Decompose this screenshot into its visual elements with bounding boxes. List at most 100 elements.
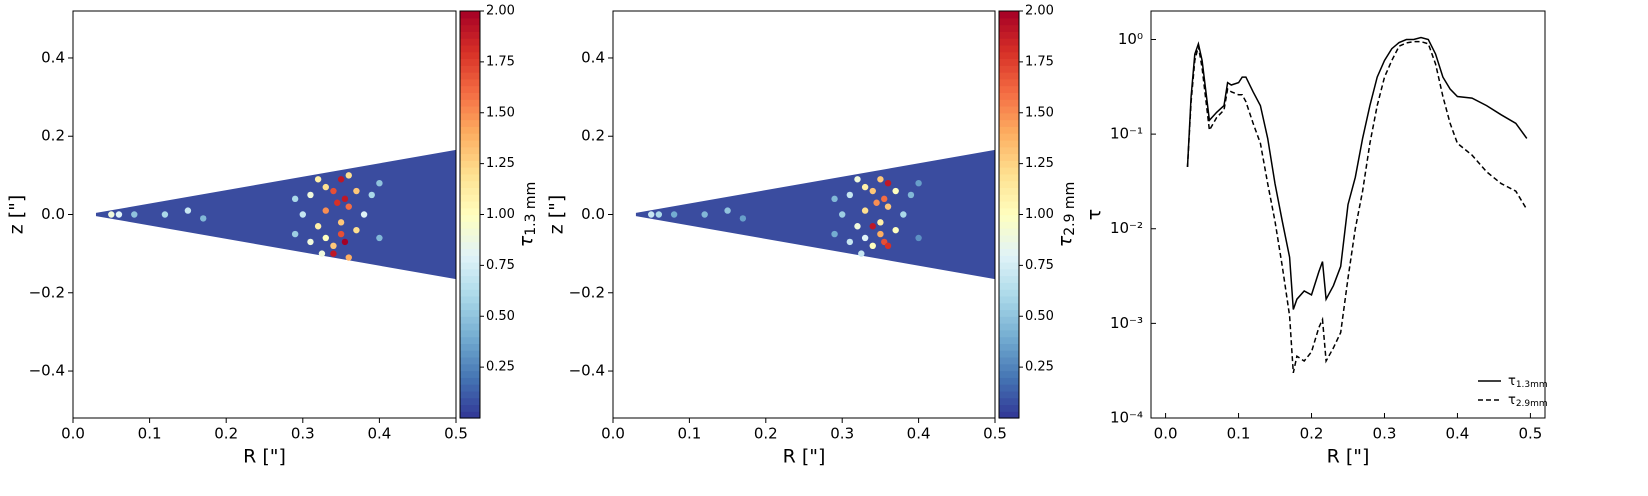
y-axis-label: z ["] xyxy=(6,195,28,235)
point xyxy=(330,187,337,195)
colorbar-step xyxy=(999,160,1019,168)
colorbar-step xyxy=(999,295,1019,304)
colorbar-step xyxy=(460,207,480,216)
colorbar-tick-label: 1.50 xyxy=(1025,105,1054,120)
point xyxy=(337,219,345,226)
y-tick-label: 0.4 xyxy=(581,48,605,66)
legend-sub: 1.3mm xyxy=(1516,380,1548,390)
colorbar-step xyxy=(999,370,1019,378)
disk-backdrop xyxy=(95,149,456,280)
point xyxy=(299,211,306,218)
point xyxy=(877,219,884,226)
point xyxy=(376,234,383,242)
colorbar-step xyxy=(999,350,1019,358)
point xyxy=(307,191,314,199)
colorbar-step xyxy=(460,390,480,399)
colorbar-step xyxy=(460,316,480,324)
point xyxy=(318,250,326,257)
x-tick-label: 0.2 xyxy=(214,425,238,443)
colorbar-step xyxy=(460,363,480,372)
colorbar-tick-label: 1.25 xyxy=(1025,156,1054,171)
colorbar-step xyxy=(460,72,480,80)
y-tick-label: 10⁰ xyxy=(1118,30,1143,48)
colorbar-step xyxy=(999,105,1019,114)
point xyxy=(831,195,838,203)
x-tick-label: 0.5 xyxy=(444,425,468,443)
colorbar-step xyxy=(999,146,1019,155)
colorbar-step xyxy=(460,200,480,209)
colorbar-tick-label: 1.75 xyxy=(486,54,515,69)
colorbar-step xyxy=(460,228,480,236)
colorbar-step xyxy=(999,384,1019,392)
point xyxy=(322,234,329,242)
colorbar-step xyxy=(460,112,480,121)
colorbar-step xyxy=(460,323,480,331)
colorbar-step xyxy=(460,214,480,222)
colorbar-step xyxy=(460,275,480,283)
point xyxy=(739,215,747,222)
point xyxy=(108,211,115,218)
colorbar-step xyxy=(999,377,1019,385)
point xyxy=(724,207,731,214)
colorbar-step xyxy=(999,329,1019,338)
point xyxy=(869,187,876,195)
colorbar-step xyxy=(460,370,480,378)
point xyxy=(873,199,880,206)
line xyxy=(1186,36,1528,310)
colorbar-step xyxy=(999,38,1019,46)
colorbar-step xyxy=(999,343,1019,351)
y-tick-label: 0.0 xyxy=(581,205,605,223)
colorbar-tick-label: 0.50 xyxy=(486,309,515,324)
y-tick-label: −0.4 xyxy=(29,362,65,380)
colorbar-step xyxy=(460,343,480,351)
point xyxy=(322,183,329,191)
colorbar-step xyxy=(999,214,1019,222)
colorbar-step xyxy=(999,99,1019,107)
colorbar-tick-label: 0.25 xyxy=(486,360,515,375)
colorbar-tick-label: 1.00 xyxy=(486,207,515,222)
colorbar-tick-label: 0.75 xyxy=(1025,258,1054,273)
colorbar-step xyxy=(460,356,480,365)
y-tick-label: 10⁻³ xyxy=(1110,314,1143,332)
colorbar-step xyxy=(460,234,480,243)
colorbar-step xyxy=(999,31,1019,39)
colorbar-step xyxy=(460,44,480,53)
colorbar-step xyxy=(460,65,480,73)
point xyxy=(161,211,169,218)
x-tick-label: 0.4 xyxy=(1446,425,1470,443)
x-tick-label: 0.0 xyxy=(1154,425,1178,443)
point xyxy=(854,176,861,183)
colorbar-step xyxy=(460,241,480,250)
point xyxy=(892,187,899,195)
point xyxy=(200,215,207,222)
point xyxy=(655,211,663,218)
point xyxy=(314,223,322,230)
colorbar-step xyxy=(460,295,480,304)
point xyxy=(341,195,349,203)
colorbar-step xyxy=(460,153,480,161)
colorbar-step xyxy=(999,261,1019,270)
colorbar-step xyxy=(460,302,480,311)
point xyxy=(854,223,861,230)
colorbar-step xyxy=(999,17,1019,26)
point xyxy=(877,230,884,238)
point xyxy=(648,211,655,218)
colorbar-step xyxy=(460,11,480,19)
colorbar-step xyxy=(999,390,1019,399)
x-tick-label: 0.1 xyxy=(1227,425,1251,443)
point xyxy=(869,223,876,230)
colorbar-step xyxy=(460,289,480,297)
point xyxy=(184,207,192,214)
point xyxy=(861,234,869,242)
colorbar-label: τ2.9 mm xyxy=(1054,182,1079,247)
colorbar-step xyxy=(460,24,480,32)
colorbar-step xyxy=(999,336,1019,344)
y-tick-label: −0.2 xyxy=(569,283,605,301)
legend-sub: 2.9mm xyxy=(1516,399,1548,409)
colorbar-step xyxy=(460,173,480,182)
point xyxy=(345,203,352,210)
x-tick-label: 0.5 xyxy=(1518,425,1542,443)
point xyxy=(291,230,299,238)
legend-name: τ xyxy=(1508,374,1516,389)
